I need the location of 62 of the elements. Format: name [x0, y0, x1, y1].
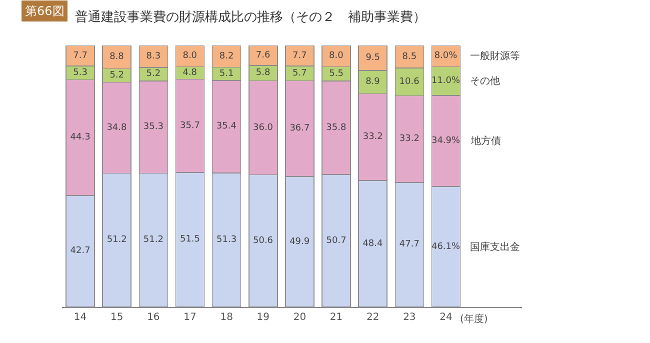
series-label: 地方債	[470, 135, 501, 147]
data-label: 36.7	[290, 124, 310, 134]
x-tick-label: 14	[74, 312, 87, 323]
data-label: 8.0%	[434, 51, 458, 62]
data-label: 50.6	[252, 236, 274, 246]
data-label: 7.7	[292, 50, 307, 61]
data-label: 47.7	[399, 240, 420, 250]
data-label: 8.8	[110, 52, 124, 62]
data-label: 7.7	[73, 50, 88, 61]
data-label: 10.6	[399, 76, 420, 87]
data-label: 34.8	[106, 122, 128, 133]
x-tick-label: 19	[256, 312, 270, 323]
data-label: 8.0	[182, 51, 198, 62]
data-label: 8.0	[328, 51, 344, 62]
x-tick-label: 17	[184, 312, 196, 323]
data-label: 51.3	[216, 234, 237, 245]
data-label: 33.2	[399, 134, 420, 144]
data-label: 34.9%	[431, 136, 461, 146]
x-tick-label: 22	[366, 312, 380, 323]
data-label: 42.7	[70, 246, 90, 256]
data-label: 48.4	[362, 238, 384, 249]
data-label: 51.5	[180, 234, 200, 245]
data-label: 50.7	[326, 236, 346, 246]
data-label: 33.2	[362, 132, 383, 142]
data-label: 35.8	[326, 122, 346, 133]
data-label: 5.5	[329, 68, 344, 79]
series-label: その他	[470, 75, 500, 87]
series-label: 国庫支出金	[470, 241, 520, 253]
x-axis-title: (年度)	[460, 313, 488, 325]
data-label: 35.4	[216, 122, 237, 132]
x-tick-label: 16	[147, 312, 160, 323]
data-label: 46.1%	[431, 242, 461, 252]
text: 第66図	[25, 4, 64, 18]
data-label: 4.8	[182, 68, 198, 78]
data-label: 51.2	[143, 235, 164, 246]
data-label: 8.5	[402, 52, 417, 62]
data-label: 5.1	[219, 68, 234, 79]
x-tick-label: 20	[293, 312, 306, 323]
data-label: 8.9	[366, 77, 380, 88]
data-label: 9.5	[366, 53, 380, 64]
data-label: 11.0%	[431, 76, 461, 86]
data-label: 49.9	[290, 236, 310, 247]
data-label: 36.0	[252, 122, 274, 133]
data-label: 44.3	[70, 132, 90, 143]
data-label: 7.6	[256, 50, 270, 61]
data-label: 8.2	[219, 51, 234, 62]
data-label: 5.3	[73, 68, 88, 78]
x-tick-label: 21	[330, 312, 343, 323]
data-label: 5.7	[292, 68, 307, 78]
data-label: 5.2	[146, 69, 161, 80]
chart-title: 普通建設事業費の財源構成比の推移（その２ 補助事業費）	[74, 9, 426, 26]
x-tick-label: 18	[220, 312, 233, 323]
data-label: 5.8	[256, 68, 270, 78]
x-tick-label: 15	[110, 312, 124, 323]
x-tick-label: 23	[403, 312, 416, 323]
x-tick-label: 24	[440, 312, 452, 323]
data-label: 51.2	[106, 235, 127, 246]
data-label: 35.3	[143, 122, 164, 132]
data-label: 5.2	[110, 70, 124, 81]
series-label: 一般財源等	[470, 50, 520, 62]
data-label: 8.3	[146, 52, 161, 62]
data-label: 35.7	[180, 120, 200, 131]
